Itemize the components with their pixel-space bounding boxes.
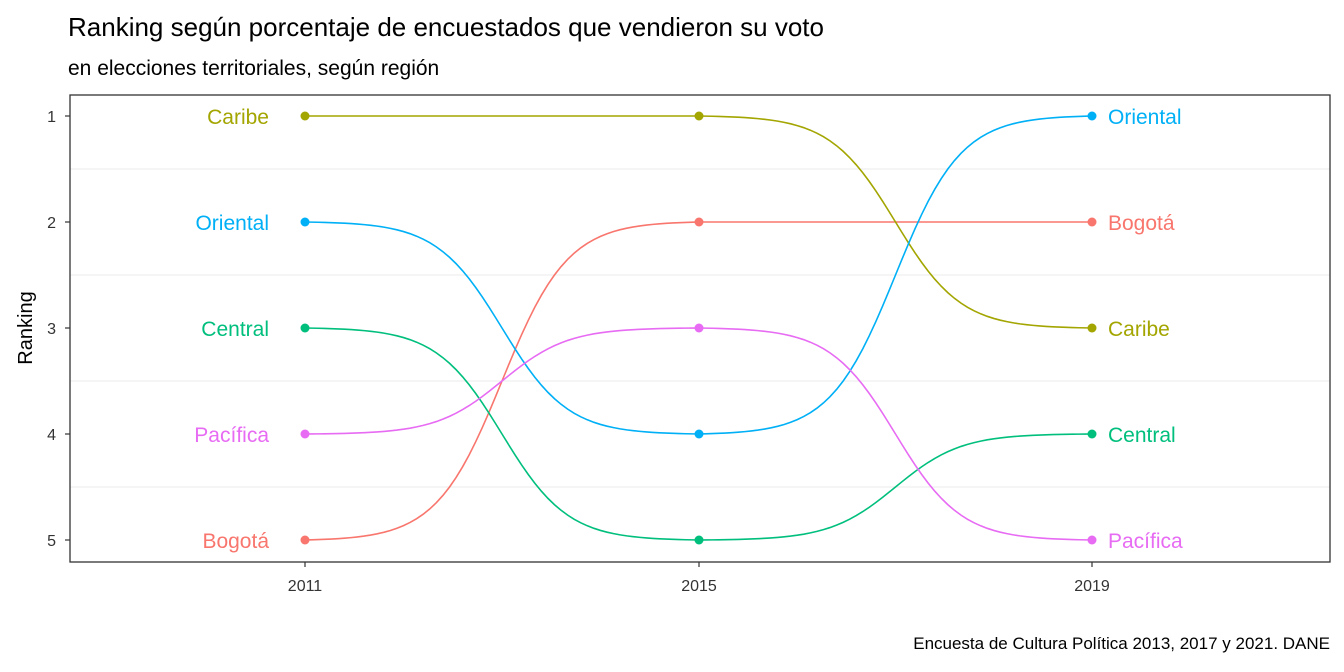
chart-subtitle: en elecciones territoriales, según regió… [68,57,440,80]
data-point-oriental [300,217,310,227]
chart-caption: Encuesta de Cultura Política 2013, 2017 … [913,634,1330,653]
x-tick-label: 2011 [288,578,323,595]
y-tick-label: 5 [47,533,56,550]
data-point-bogotá [1087,217,1097,227]
series-line-caribe [305,115,1093,329]
y-tick-label: 1 [47,109,56,126]
data-point-caribe [1087,323,1097,333]
axes: 1 2 3 4 5 2011 2015 2019 [47,109,1110,595]
data-point-pacífica [1087,535,1097,545]
series-label-start: Bogotá [202,530,269,553]
y-tick-label: 2 [47,215,56,232]
series-label-end: Pacífica [1108,530,1183,553]
series-label-end: Caribe [1108,318,1170,341]
data-point-pacífica [300,429,310,439]
data-point-bogotá [300,535,310,545]
data-point-central [694,535,704,545]
x-tick-label: 2019 [1074,578,1110,595]
y-axis-title: Ranking [15,291,37,364]
series-label-end: Bogotá [1108,212,1175,235]
series-label-start: Oriental [195,212,269,235]
data-point-oriental [1087,111,1097,121]
data-point-caribe [694,111,704,121]
series-lines [304,115,1093,541]
y-tick-label: 4 [47,427,56,444]
y-tick-label: 3 [47,321,56,338]
data-point-central [1087,429,1097,439]
data-point-central [300,323,310,333]
series-line-oriental [304,115,1093,435]
series-label-start: Caribe [207,106,269,129]
series-points [300,111,1097,545]
data-point-bogotá [694,217,704,227]
data-point-pacífica [694,323,704,333]
grid-lines [70,168,1330,488]
chart-title: Ranking según porcentaje de encuestados … [68,12,824,42]
series-label-start: Pacífica [194,424,269,447]
data-point-oriental [694,429,704,439]
x-tick-label: 2015 [681,578,717,595]
series-labels: Bogotá Bogotá Caribe Caribe Central Central Or… [194,106,1183,553]
series-line-central [304,327,1093,541]
series-label-end: Central [1108,424,1176,447]
data-point-caribe [300,111,310,121]
series-label-start: Central [201,318,269,341]
series-label-end: Oriental [1108,106,1182,129]
series-line-pacífica [304,327,1093,541]
